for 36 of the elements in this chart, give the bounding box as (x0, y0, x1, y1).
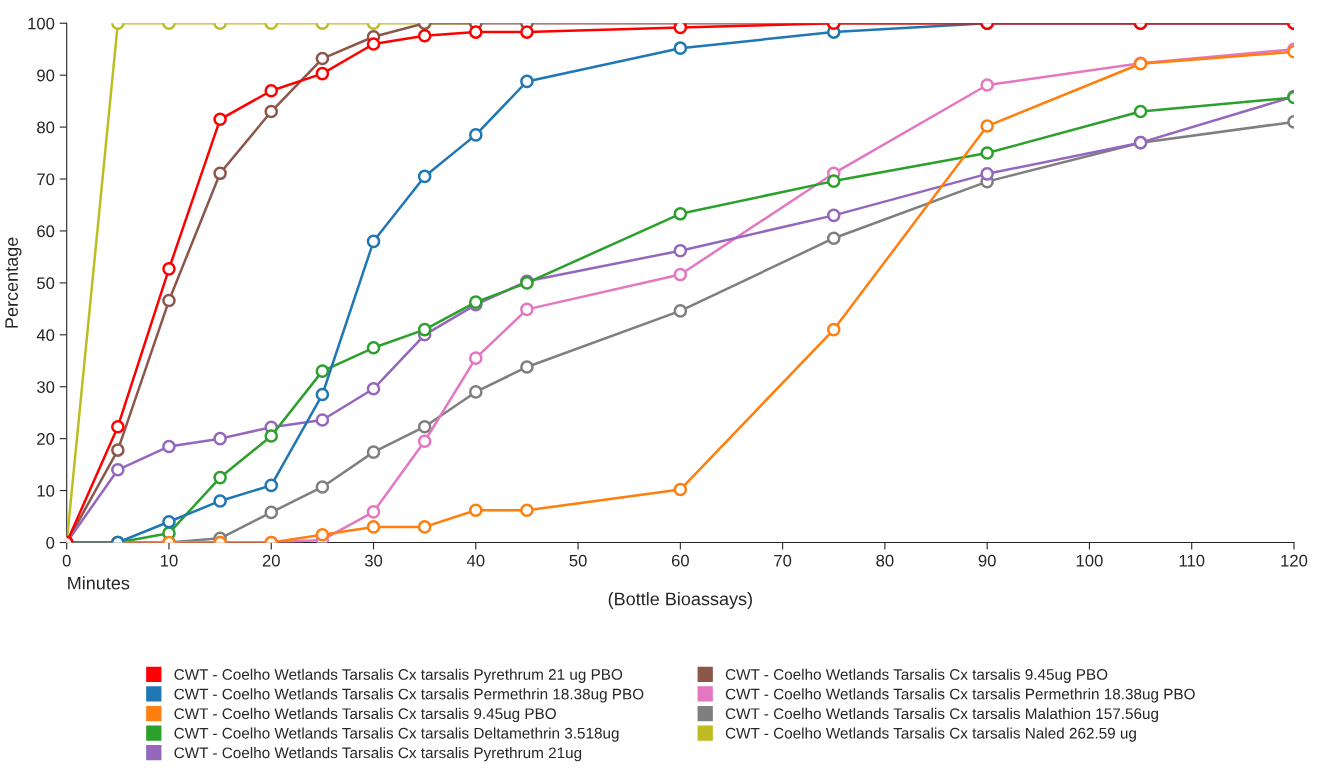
legend-label: CWT - Coelho Wetlands Tarsalis Cx tarsalis Deltamethrin 3.518ug (174, 727, 619, 742)
y-tick-label: 90 (37, 69, 55, 82)
x-tick-label: 30 (364, 554, 383, 567)
y-tick-label: 80 (37, 121, 55, 134)
x-tick-label: 40 (466, 554, 485, 567)
x-tick-label: 0 (62, 554, 71, 567)
y-tick-label: 10 (37, 484, 55, 497)
x-tick-label: 90 (978, 554, 996, 567)
x-axis-title: (Bottle Bioassays) (608, 592, 752, 609)
legend-label: CWT - Coelho Wetlands Tarsalis Cx tarsalis Permethrin 18.38ug PBO (174, 688, 644, 703)
text: Minutes (68, 576, 130, 590)
x-tick-label: 10 (160, 554, 178, 567)
x-tick-label: 20 (262, 554, 280, 567)
x-tick-label: 70 (774, 554, 792, 567)
y-tick-label: 50 (37, 277, 55, 290)
legend-label: CWT - Coelho Wetlands Tarsalis Cx tarsalis 9.45ug PBO (174, 707, 556, 723)
x-tick-label: 100 (1076, 554, 1103, 567)
x-tick-label: 50 (569, 554, 587, 567)
y-tick-label: 40 (36, 329, 55, 341)
y-tick-label: 60 (37, 225, 55, 238)
x-tick-label: 120 (1281, 554, 1308, 567)
x-tick-label: 110 (1179, 554, 1205, 567)
y-tick-label: 100 (28, 17, 55, 30)
y-tick-label: 20 (37, 433, 55, 445)
legend-label: CWT - Coelho Wetlands Tarsalis Cx tarsalis 9.45ug PBO (725, 668, 1108, 683)
x-tick-label: 60 (671, 554, 689, 567)
legend-label: CWT - Coelho Wetlands Tarsalis Cx tarsalis Permethrin 18.38ug PBO (725, 688, 1195, 703)
x-tick-label: 80 (876, 554, 894, 567)
legend-label: CWT - Coelho Wetlands Tarsalis Cx tarsalis Pyrethrum 21 ug PBO (174, 668, 623, 683)
y-tick-label: 0 (46, 536, 55, 549)
y-tick-label: 70 (37, 173, 55, 186)
legend-label: CWT - Coelho Wetlands Tarsalis Cx tarsalis Naled 262.59 ug (725, 727, 1136, 742)
y-tick-label: 30 (36, 381, 55, 393)
legend-label: CWT - Coelho Wetlands Tarsalis Cx tarsalis Pyrethrum 21ug (174, 747, 582, 762)
y-axis-title: Percentage (5, 237, 22, 328)
legend-label: CWT - Coelho Wetlands Tarsalis Cx tarsalis Malathion 157.56ug (725, 707, 1159, 723)
